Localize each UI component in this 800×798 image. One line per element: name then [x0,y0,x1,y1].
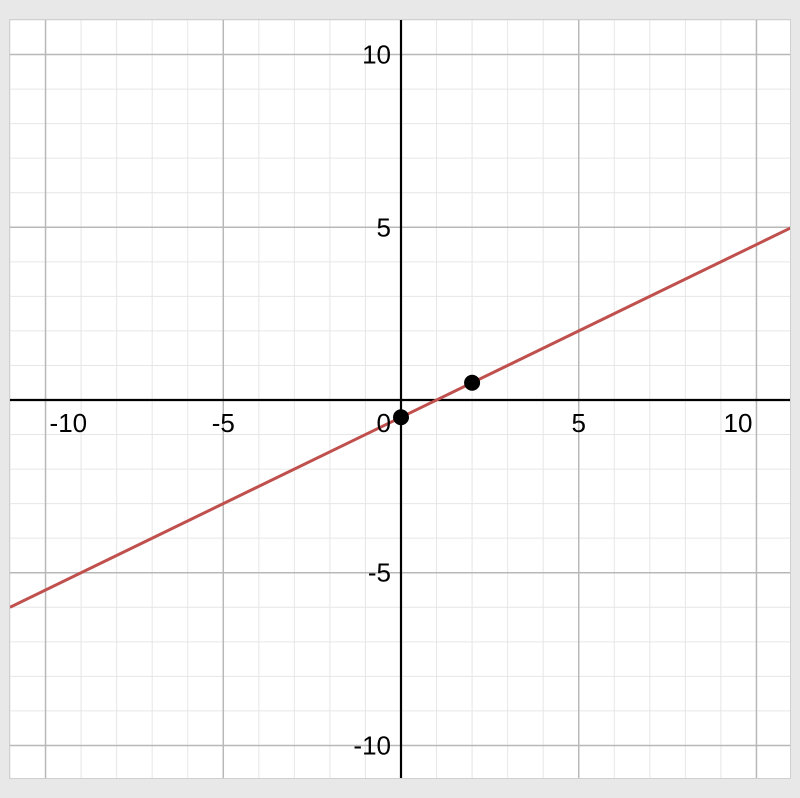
y-tick-label: 5 [377,212,391,242]
x-tick-label: -10 [50,408,88,438]
origin-label: 0 [377,408,391,438]
y-tick-label: 10 [362,40,391,70]
x-tick-label: 5 [571,408,585,438]
y-tick-label: -10 [353,730,391,760]
x-tick-label: 10 [724,408,753,438]
chart-panel: -10 -5 5 10 -10 -5 5 10 0 [9,19,791,779]
plotted-point [393,409,409,425]
plotted-point [464,375,480,391]
coordinate-plane: -10 -5 5 10 -10 -5 5 10 0 [10,20,791,779]
y-tick-label: -5 [368,558,391,588]
x-tick-label: -5 [212,408,235,438]
